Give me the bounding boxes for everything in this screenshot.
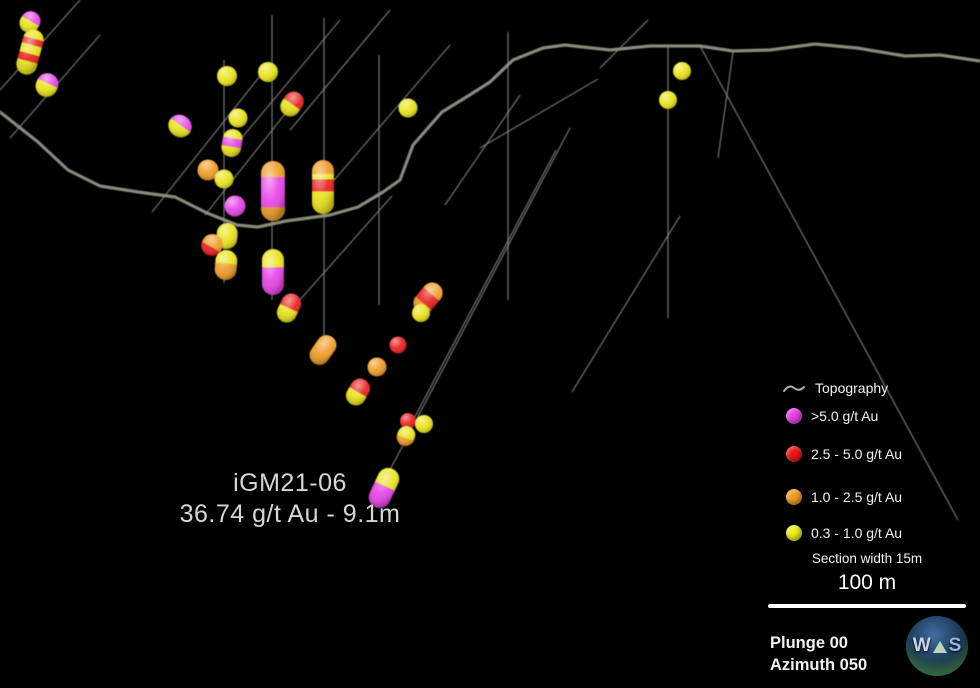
interval-marker xyxy=(13,27,47,77)
interval-marker xyxy=(213,249,239,281)
interval-marker xyxy=(312,160,334,214)
plunge-label: Plunge 00 xyxy=(770,634,848,652)
scale-bar xyxy=(768,604,966,608)
interval-marker xyxy=(276,87,308,121)
view-orientation: Plunge 00 Azimuth 050 xyxy=(770,632,867,676)
interval-marker xyxy=(398,98,418,118)
interval-marker xyxy=(163,110,197,142)
drill-trace xyxy=(399,149,557,446)
legend-row-topography: Topography xyxy=(782,380,888,396)
grade-dot-orange-icon xyxy=(786,489,802,505)
interval-marker xyxy=(214,169,234,189)
grade-dot-magenta-icon xyxy=(786,408,802,424)
interval-marker xyxy=(659,91,677,109)
topography-icon xyxy=(783,385,805,392)
drill-trace xyxy=(281,195,393,321)
interval-marker xyxy=(273,290,305,326)
logo-letter-s: S xyxy=(948,635,962,656)
interval-marker xyxy=(258,62,278,82)
drill-trace xyxy=(239,19,341,141)
interval-marker xyxy=(415,415,433,433)
grade-dot-red-icon xyxy=(786,446,802,462)
legend-label: Topography xyxy=(815,380,889,396)
interval-marker xyxy=(305,331,341,369)
legend-label: >5.0 g/t Au xyxy=(811,408,879,424)
drillhole-annotation: iGM21-06 36.74 g/t Au - 9.1m xyxy=(140,468,440,530)
company-globe-logo: W S xyxy=(906,616,968,676)
drill-trace xyxy=(717,51,734,159)
logo-letter-w: W xyxy=(912,635,931,656)
interval-marker xyxy=(412,304,430,322)
interval-marker xyxy=(228,108,248,128)
azimuth-label: Azimuth 050 xyxy=(770,656,868,674)
legend-row-grade: 2.5 - 5.0 g/t Au xyxy=(786,446,902,462)
drill-trace xyxy=(599,19,649,69)
interval-marker xyxy=(197,230,227,260)
interval-marker xyxy=(262,249,284,295)
legend-label: 1.0 - 2.5 g/t Au xyxy=(811,489,903,505)
interval-marker xyxy=(365,464,403,512)
interval-marker xyxy=(217,66,237,86)
interval-marker xyxy=(195,157,221,183)
interval-marker xyxy=(219,127,245,159)
drill-trace xyxy=(204,94,301,216)
drill-trace xyxy=(151,65,269,213)
grade-legend: Topography >5.0 g/t Au 2.5 - 5.0 g/t Au … xyxy=(768,374,974,550)
drill-trace xyxy=(329,44,451,186)
legend-row-grade: 0.3 - 1.0 g/t Au xyxy=(786,525,902,541)
drill-trace xyxy=(444,94,521,206)
interval-marker xyxy=(394,423,418,449)
interval-marker xyxy=(673,62,691,80)
scale-label: 100 m xyxy=(837,571,897,594)
intercept-label: 36.74 g/t Au - 9.1m xyxy=(179,500,401,528)
hole-id-label: iGM21-06 xyxy=(233,469,347,497)
legend-label: 2.5 - 5.0 g/t Au xyxy=(811,446,903,462)
interval-marker xyxy=(224,195,246,217)
interval-marker xyxy=(31,69,63,101)
drill-trace xyxy=(699,45,959,521)
interval-marker xyxy=(261,161,285,221)
legend-row-grade: 1.0 - 2.5 g/t Au xyxy=(786,489,902,505)
interval-marker xyxy=(389,336,407,354)
interval-marker xyxy=(342,374,374,410)
grade-dot-yellow-icon xyxy=(786,525,802,541)
section-width-label: Section width 15m xyxy=(811,551,923,566)
legend-row-grade: >5.0 g/t Au xyxy=(786,408,878,424)
drill-trace xyxy=(571,215,681,393)
drill-trace xyxy=(479,78,599,149)
mountain-icon xyxy=(932,641,947,653)
topography-line xyxy=(0,42,980,229)
interval-marker xyxy=(400,413,416,429)
drill-trace xyxy=(289,9,391,131)
interval-marker xyxy=(367,357,387,377)
legend-label: 0.3 - 1.0 g/t Au xyxy=(811,525,903,541)
